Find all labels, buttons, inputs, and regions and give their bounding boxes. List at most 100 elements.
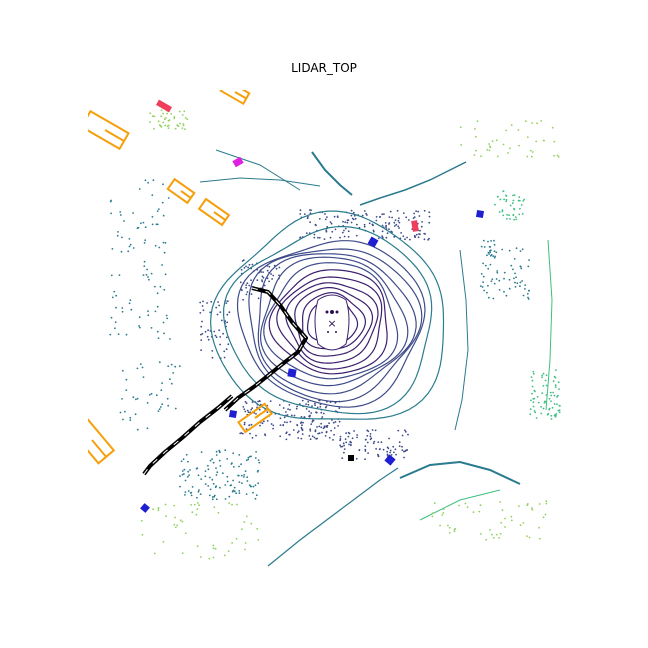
car-box bbox=[219, 90, 251, 106]
lidar-point bbox=[517, 199, 520, 202]
lidar-point bbox=[375, 219, 378, 222]
lidar-point bbox=[261, 422, 264, 425]
lidar-point bbox=[199, 301, 202, 304]
lidar-point bbox=[189, 469, 191, 471]
lidar-point bbox=[162, 121, 165, 124]
lidar-point bbox=[229, 484, 232, 487]
lidar-point bbox=[257, 482, 260, 485]
lidar-point bbox=[219, 486, 221, 489]
lidar-point bbox=[121, 369, 124, 372]
lidar-point bbox=[176, 524, 179, 527]
lidar-point bbox=[289, 420, 292, 423]
lidar-ring bbox=[209, 210, 445, 420]
lidar-point bbox=[400, 232, 402, 234]
lidar-point bbox=[250, 485, 253, 488]
lidar-point bbox=[182, 123, 185, 125]
lidar-point bbox=[549, 391, 552, 394]
lidar-point bbox=[554, 386, 557, 388]
lidar-point bbox=[371, 429, 374, 431]
lidar-point bbox=[190, 504, 193, 506]
lidar-point bbox=[154, 285, 156, 288]
lidar-point bbox=[165, 117, 167, 119]
lidar-point bbox=[154, 310, 157, 313]
lidar-point bbox=[219, 451, 221, 454]
lidar-point bbox=[555, 369, 557, 371]
lidar-point bbox=[325, 431, 328, 434]
lidar-point bbox=[428, 211, 431, 214]
lidar-point bbox=[348, 432, 351, 435]
lidar-point bbox=[510, 124, 513, 126]
lidar-point bbox=[149, 121, 151, 123]
lidar-point bbox=[225, 336, 228, 339]
lidar-point bbox=[502, 143, 505, 146]
lidar-point bbox=[209, 459, 212, 462]
lidar-point bbox=[406, 449, 409, 451]
lidar-point bbox=[114, 327, 116, 330]
lidar-ring bbox=[294, 287, 374, 357]
lidar-point bbox=[350, 444, 352, 446]
lidar-point bbox=[508, 287, 511, 290]
lidar-point bbox=[237, 474, 240, 477]
lidar-point bbox=[526, 136, 529, 139]
lidar-point bbox=[332, 421, 335, 424]
lidar-point bbox=[150, 392, 153, 395]
lidar-point bbox=[121, 307, 124, 309]
lidar-point bbox=[225, 348, 228, 351]
lidar-point bbox=[521, 248, 524, 251]
lidar-point bbox=[129, 299, 132, 302]
lidar-point bbox=[375, 448, 377, 450]
lidar-point bbox=[314, 402, 316, 405]
lidar-point bbox=[238, 454, 241, 456]
lidar-point bbox=[333, 215, 336, 218]
lidar-point bbox=[124, 410, 126, 413]
lidar-point bbox=[173, 523, 176, 526]
lidar-point bbox=[232, 479, 235, 482]
lidar-point bbox=[227, 343, 230, 346]
lidar-point bbox=[184, 494, 186, 496]
lidar-point bbox=[230, 463, 233, 465]
lidar-point bbox=[163, 251, 166, 254]
lidar-point bbox=[164, 124, 167, 127]
lidar-point bbox=[514, 216, 517, 219]
lidar-point bbox=[512, 268, 514, 271]
lidar-point bbox=[313, 233, 316, 236]
lidar-point bbox=[146, 427, 149, 430]
lidar-ring bbox=[236, 240, 426, 408]
lidar-point bbox=[530, 376, 533, 378]
lidar-point bbox=[339, 439, 342, 442]
lidar-point bbox=[173, 117, 176, 120]
lidar-point bbox=[245, 428, 248, 430]
lidar-point bbox=[458, 504, 460, 507]
lidar-point bbox=[328, 436, 331, 439]
lidar-point bbox=[397, 220, 400, 222]
lidar-point bbox=[321, 431, 323, 434]
lidar-point bbox=[532, 373, 535, 375]
lidar-point bbox=[221, 472, 224, 475]
lidar-point bbox=[270, 273, 272, 275]
barrier-chain-inner bbox=[143, 395, 233, 475]
lidar-point bbox=[557, 394, 559, 397]
lidar-point bbox=[352, 218, 355, 221]
lidar-point bbox=[142, 274, 145, 276]
lidar-point bbox=[300, 437, 303, 440]
lidar-point bbox=[211, 356, 214, 359]
lidar-point bbox=[345, 441, 348, 444]
lidar-point bbox=[223, 350, 226, 353]
lidar-point bbox=[196, 467, 199, 469]
lidar-point bbox=[548, 397, 551, 400]
lidar-point bbox=[207, 464, 209, 467]
lidar-point bbox=[245, 286, 248, 289]
lidar-point bbox=[491, 533, 493, 536]
lidar-point bbox=[218, 304, 221, 307]
lidar-point bbox=[516, 282, 519, 284]
lidar-point bbox=[522, 200, 525, 202]
car-box-heading bbox=[254, 408, 269, 419]
lidar-point bbox=[256, 527, 259, 530]
lidar-point bbox=[178, 110, 181, 113]
lidar-point bbox=[486, 291, 488, 294]
lidar-point bbox=[249, 432, 251, 435]
lidar-point bbox=[142, 221, 145, 224]
lidar-point bbox=[474, 127, 476, 130]
lidar-ring bbox=[285, 282, 379, 364]
lidar-point bbox=[377, 441, 380, 443]
